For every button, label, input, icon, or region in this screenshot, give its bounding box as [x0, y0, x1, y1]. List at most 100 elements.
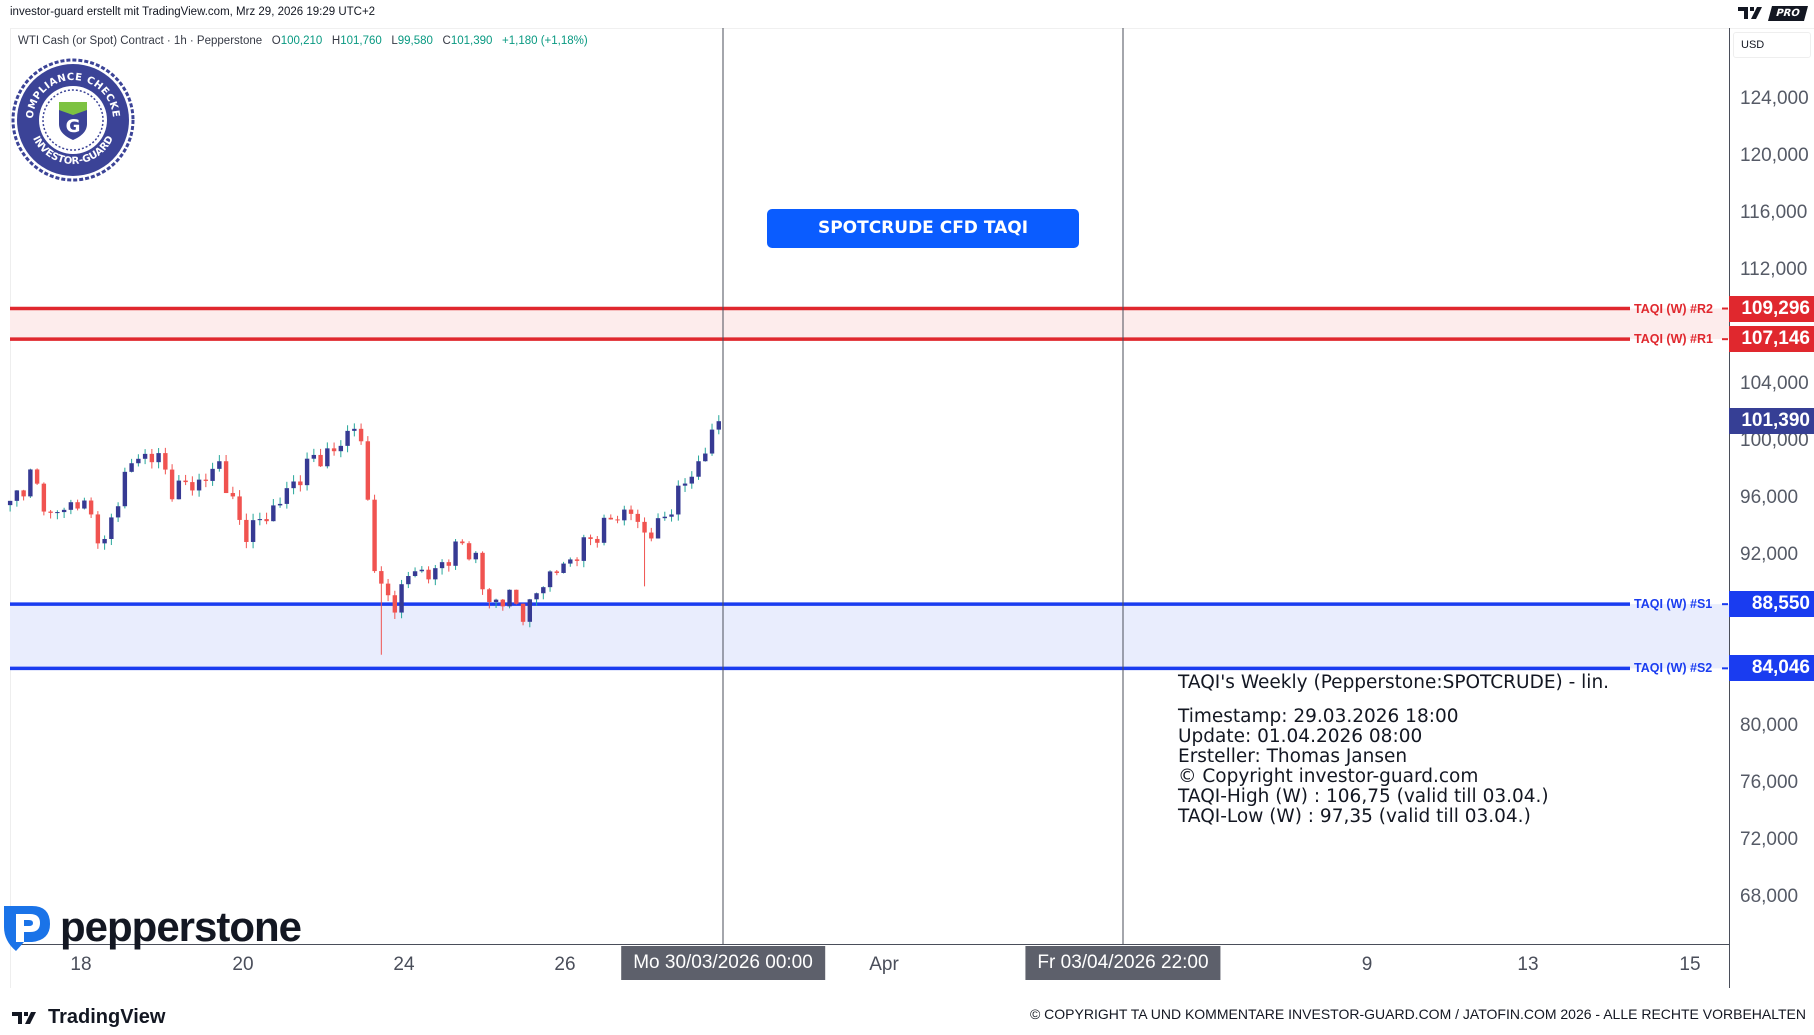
- candle-body: [703, 453, 708, 462]
- candle-body: [507, 589, 512, 607]
- candle-body: [61, 509, 67, 513]
- info-title: TAQI's Weekly (Pepperstone:SPOTCRUDE) - …: [1178, 672, 1610, 693]
- info-line: TAQI-High (W) : 106,75 (valid till 03.04…: [1178, 786, 1549, 807]
- candle-body: [169, 469, 175, 500]
- candle-body: [500, 599, 506, 607]
- candle-body: [95, 514, 101, 544]
- candle-body: [642, 521, 647, 533]
- tradingview-logo-icon: [12, 1011, 36, 1024]
- low-value: 99,580: [397, 35, 433, 47]
- high-value: 101,760: [340, 35, 382, 47]
- level-name-label: TAQI (W) #S2: [1634, 661, 1713, 676]
- candle-body: [487, 589, 492, 603]
- time-tick-label: 24: [393, 954, 415, 975]
- time-tick-label: Apr: [869, 954, 899, 975]
- time-tick-label: 20: [232, 954, 254, 975]
- candle-body: [196, 479, 202, 491]
- candle-body: [520, 603, 526, 622]
- candle-body: [541, 587, 546, 594]
- currency-selector[interactable]: USD: [1733, 32, 1811, 58]
- candle-body: [55, 512, 60, 514]
- candle-body: [547, 571, 553, 588]
- candle-body: [480, 552, 485, 590]
- candle-body: [433, 568, 438, 580]
- candle-body: [304, 458, 310, 486]
- change-value: +1,180 (+1,18%): [502, 35, 588, 47]
- pepperstone-p-icon: [4, 906, 50, 951]
- candle-body: [345, 430, 350, 446]
- candle-body: [392, 595, 398, 613]
- level-price-label: 88,550: [1729, 591, 1814, 618]
- candle-body: [311, 454, 317, 459]
- candle-body: [561, 563, 566, 573]
- candle-body: [102, 538, 107, 544]
- candle-body: [365, 441, 371, 500]
- candle-body: [271, 505, 276, 522]
- candle-body: [649, 532, 654, 539]
- candle-body: [14, 490, 20, 501]
- tradingview-logo: TradingView: [12, 1006, 165, 1029]
- candle-body: [217, 461, 222, 469]
- candle-body: [122, 471, 128, 507]
- candle-body: [190, 482, 195, 491]
- price-tick-label: 92,000: [1740, 544, 1799, 565]
- candle-body: [628, 509, 634, 514]
- low-label: L: [391, 35, 398, 47]
- price-tick-label: 72,000: [1740, 829, 1799, 850]
- candle-body: [115, 506, 121, 518]
- candle-body: [277, 503, 283, 506]
- level-name-label: TAQI (W) #S1: [1634, 597, 1713, 612]
- copyright-footer: © COPYRIGHT TA UND KOMMENTARE INVESTOR-G…: [1029, 1006, 1806, 1022]
- candle-body: [338, 445, 344, 452]
- candle-body: [291, 481, 296, 489]
- price-tick-label: 76,000: [1740, 772, 1799, 793]
- candle-body: [622, 509, 627, 521]
- candle-body: [554, 571, 560, 573]
- candle-body: [48, 511, 53, 513]
- last-price-label: 101,390: [1729, 408, 1814, 435]
- candle-body: [183, 480, 188, 483]
- level-price-label: 107,146: [1729, 326, 1814, 353]
- candle-body: [331, 448, 337, 452]
- candle-body: [608, 517, 613, 520]
- candle-body: [574, 559, 580, 561]
- candle-body: [601, 517, 607, 543]
- open-label: O: [271, 35, 281, 47]
- candle-body: [473, 552, 479, 560]
- close-value: 101,390: [450, 35, 493, 47]
- candle-body: [635, 513, 640, 522]
- high-label: H: [331, 35, 341, 47]
- snapshot-title-button[interactable]: SPOTCRUDE CFD TAQI SNAPSHOT: [767, 209, 1079, 277]
- candle-body: [406, 576, 411, 585]
- candle-body: [88, 500, 94, 515]
- chart-caption: investor-guard erstellt mit TradingView.…: [10, 6, 376, 18]
- candle-body: [460, 541, 465, 544]
- price-tick-label: 112,000: [1740, 259, 1808, 280]
- candle-body: [669, 514, 674, 517]
- time-tick-label: 18: [70, 954, 92, 975]
- candle-body: [493, 599, 499, 603]
- price-tick-label: 100,000: [1740, 430, 1809, 451]
- candle-body: [372, 499, 377, 572]
- candle-body: [284, 488, 290, 504]
- time-axis-border: [10, 944, 1729, 945]
- candle-body: [419, 569, 425, 572]
- time-tick-label: 15: [1679, 954, 1701, 975]
- candle-body: [615, 519, 620, 521]
- symbol-name: WTI Cash (or Spot) Contract · 1h · Peppe…: [18, 35, 263, 47]
- candle-body: [676, 485, 681, 515]
- tradingview-wordmark: TradingView: [48, 1006, 166, 1028]
- price-tick-label: 120,000: [1740, 145, 1809, 166]
- candle-body: [237, 496, 242, 520]
- candle-body: [203, 479, 209, 481]
- price-tick-label: 116,000: [1740, 202, 1808, 223]
- candle-body: [257, 519, 263, 521]
- candle-body: [662, 516, 667, 519]
- price-tick-label: 104,000: [1740, 373, 1809, 394]
- close-label: C: [442, 35, 451, 47]
- candle-body: [426, 569, 431, 580]
- candle-body: [244, 519, 249, 542]
- candle-body: [453, 541, 458, 566]
- info-line: TAQI-Low (W) : 97,35 (valid till 03.04.): [1178, 806, 1531, 827]
